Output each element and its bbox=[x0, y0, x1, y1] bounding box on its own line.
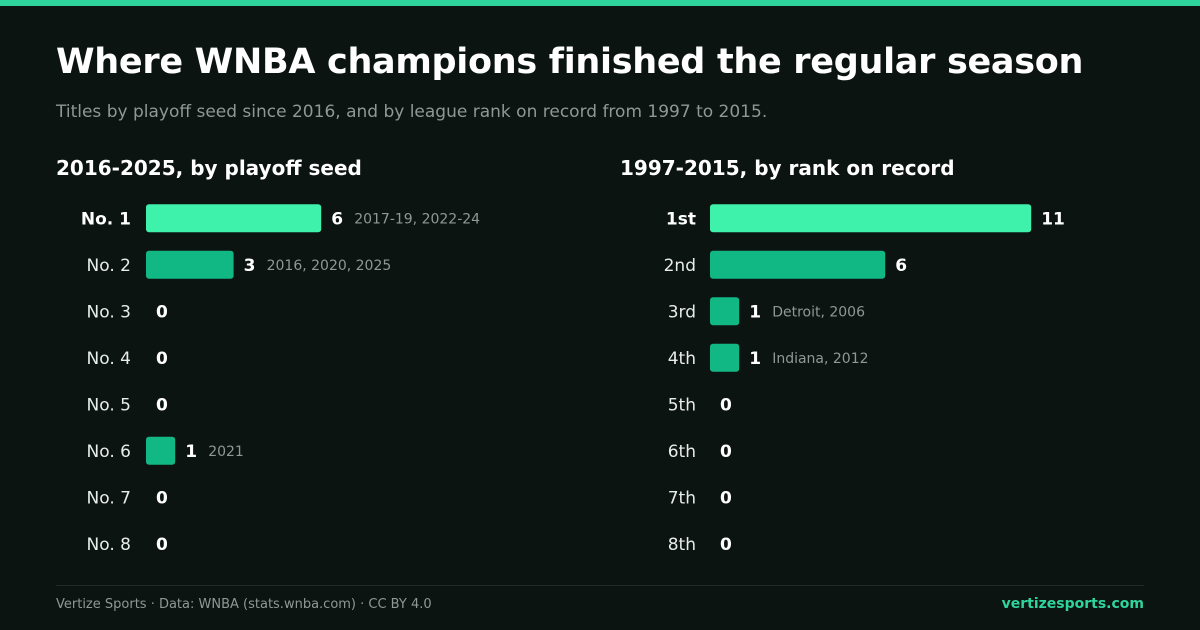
value-label-rank-2: 6 bbox=[895, 256, 907, 276]
category-label-rank-4: 4th bbox=[668, 349, 696, 369]
category-label-seed-7: No. 7 bbox=[87, 488, 131, 508]
footer-site-link[interactable]: vertizesports.com bbox=[1001, 596, 1144, 612]
top-accent-bar bbox=[0, 0, 1200, 6]
bar-rank-4 bbox=[710, 343, 740, 372]
category-label-seed-5: No. 5 bbox=[87, 395, 131, 415]
category-label-rank-1: 1st bbox=[666, 209, 696, 229]
bar-rank-2 bbox=[710, 250, 886, 279]
value-label-seed-3: 0 bbox=[156, 302, 168, 322]
category-label-rank-8: 8th bbox=[668, 535, 696, 555]
value-label-rank-5: 0 bbox=[720, 395, 732, 415]
annotation-rank-4: Indiana, 2012 bbox=[772, 351, 868, 367]
category-label-seed-1: No. 1 bbox=[81, 209, 131, 229]
annotation-seed-1: 2017-19, 2022-24 bbox=[354, 211, 480, 227]
category-label-seed-2: No. 2 bbox=[87, 256, 131, 276]
value-label-seed-7: 0 bbox=[156, 488, 168, 508]
value-label-seed-4: 0 bbox=[156, 349, 168, 369]
category-label-rank-5: 5th bbox=[668, 395, 696, 415]
bar-seed-2 bbox=[146, 250, 234, 279]
bar-seed-1 bbox=[146, 204, 322, 233]
page-subtitle: Titles by playoff seed since 2016, and b… bbox=[56, 102, 768, 122]
value-label-rank-4: 1 bbox=[749, 349, 761, 369]
annotation-rank-3: Detroit, 2006 bbox=[772, 304, 865, 320]
value-label-seed-6: 1 bbox=[185, 442, 197, 462]
bar-seed-6 bbox=[146, 436, 176, 465]
category-label-rank-2: 2nd bbox=[664, 256, 696, 276]
annotation-seed-6: 2021 bbox=[208, 444, 244, 460]
value-label-rank-8: 0 bbox=[720, 535, 732, 555]
value-label-rank-3: 1 bbox=[749, 302, 761, 322]
category-label-rank-3: 3rd bbox=[668, 302, 696, 322]
category-label-rank-6: 6th bbox=[668, 442, 696, 462]
value-label-seed-8: 0 bbox=[156, 535, 168, 555]
page-title: Where WNBA champions finished the regula… bbox=[56, 42, 1084, 82]
category-label-seed-6: No. 6 bbox=[87, 442, 131, 462]
chart-title-playoff-seed: 2016-2025, by playoff seed bbox=[56, 156, 362, 180]
annotation-seed-2: 2016, 2020, 2025 bbox=[267, 258, 392, 274]
bar-rank-3 bbox=[710, 297, 740, 326]
category-label-seed-8: No. 8 bbox=[87, 535, 131, 555]
footer-credit: Vertize Sports · Data: WNBA (stats.wnba.… bbox=[56, 597, 432, 612]
category-label-seed-4: No. 4 bbox=[87, 349, 131, 369]
value-label-rank-7: 0 bbox=[720, 488, 732, 508]
value-label-seed-1: 6 bbox=[331, 209, 343, 229]
chart-title-rank-on-record: 1997-2015, by rank on record bbox=[620, 156, 955, 180]
value-label-rank-6: 0 bbox=[720, 442, 732, 462]
value-label-seed-5: 0 bbox=[156, 395, 168, 415]
value-label-seed-2: 3 bbox=[244, 256, 256, 276]
category-label-seed-3: No. 3 bbox=[87, 302, 131, 322]
bar-rank-1 bbox=[710, 204, 1032, 233]
category-label-rank-7: 7th bbox=[668, 488, 696, 508]
value-label-rank-1: 11 bbox=[1041, 209, 1065, 229]
footer-divider bbox=[56, 585, 1144, 586]
